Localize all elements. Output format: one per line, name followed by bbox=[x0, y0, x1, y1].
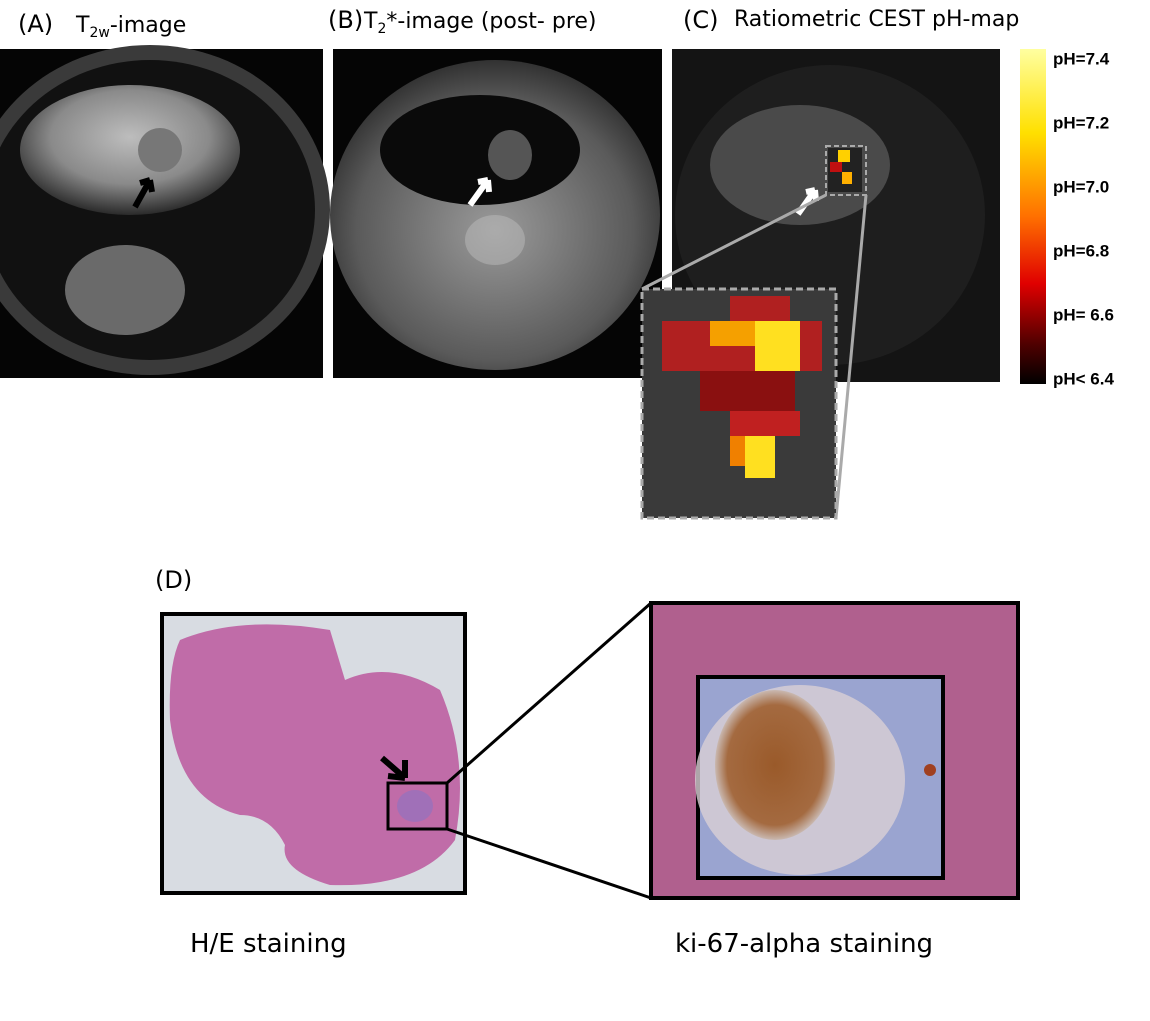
panel-title: Ratiometric CEST pH-map bbox=[734, 7, 1019, 32]
colorbar-label: pH=7.2 bbox=[1053, 113, 1109, 132]
colorbar-label: pH= 6.6 bbox=[1053, 305, 1114, 324]
colorbar-label: pH=6.8 bbox=[1053, 241, 1109, 260]
he-stain bbox=[160, 601, 652, 900]
colorbar-label: pH=7.0 bbox=[1053, 177, 1109, 196]
panel-label: (B) bbox=[328, 6, 363, 34]
t2w-image bbox=[0, 45, 330, 378]
zoom-inset bbox=[640, 287, 838, 520]
panel-label: (A) bbox=[18, 10, 53, 38]
panel-label: (C) bbox=[683, 6, 718, 34]
t2star-image bbox=[330, 49, 662, 378]
caption: ki-67-alpha staining bbox=[675, 929, 933, 959]
panel-label: (D) bbox=[155, 566, 192, 594]
panel-title: T2w-image bbox=[75, 13, 186, 41]
colorbar-label: pH=7.4 bbox=[1053, 49, 1110, 68]
colorbar-label: pH< 6.4 bbox=[1053, 369, 1114, 388]
ki67-stain bbox=[649, 601, 1020, 900]
panel-title: T2*-image (post- pre) bbox=[363, 9, 597, 37]
caption: H/E staining bbox=[190, 929, 347, 959]
colorbar-labels: pH=7.4 pH=7.2 pH=7.0 pH=6.8 pH= 6.6 pH< 6.4 bbox=[1053, 49, 1114, 388]
colorbar bbox=[1020, 49, 1046, 384]
